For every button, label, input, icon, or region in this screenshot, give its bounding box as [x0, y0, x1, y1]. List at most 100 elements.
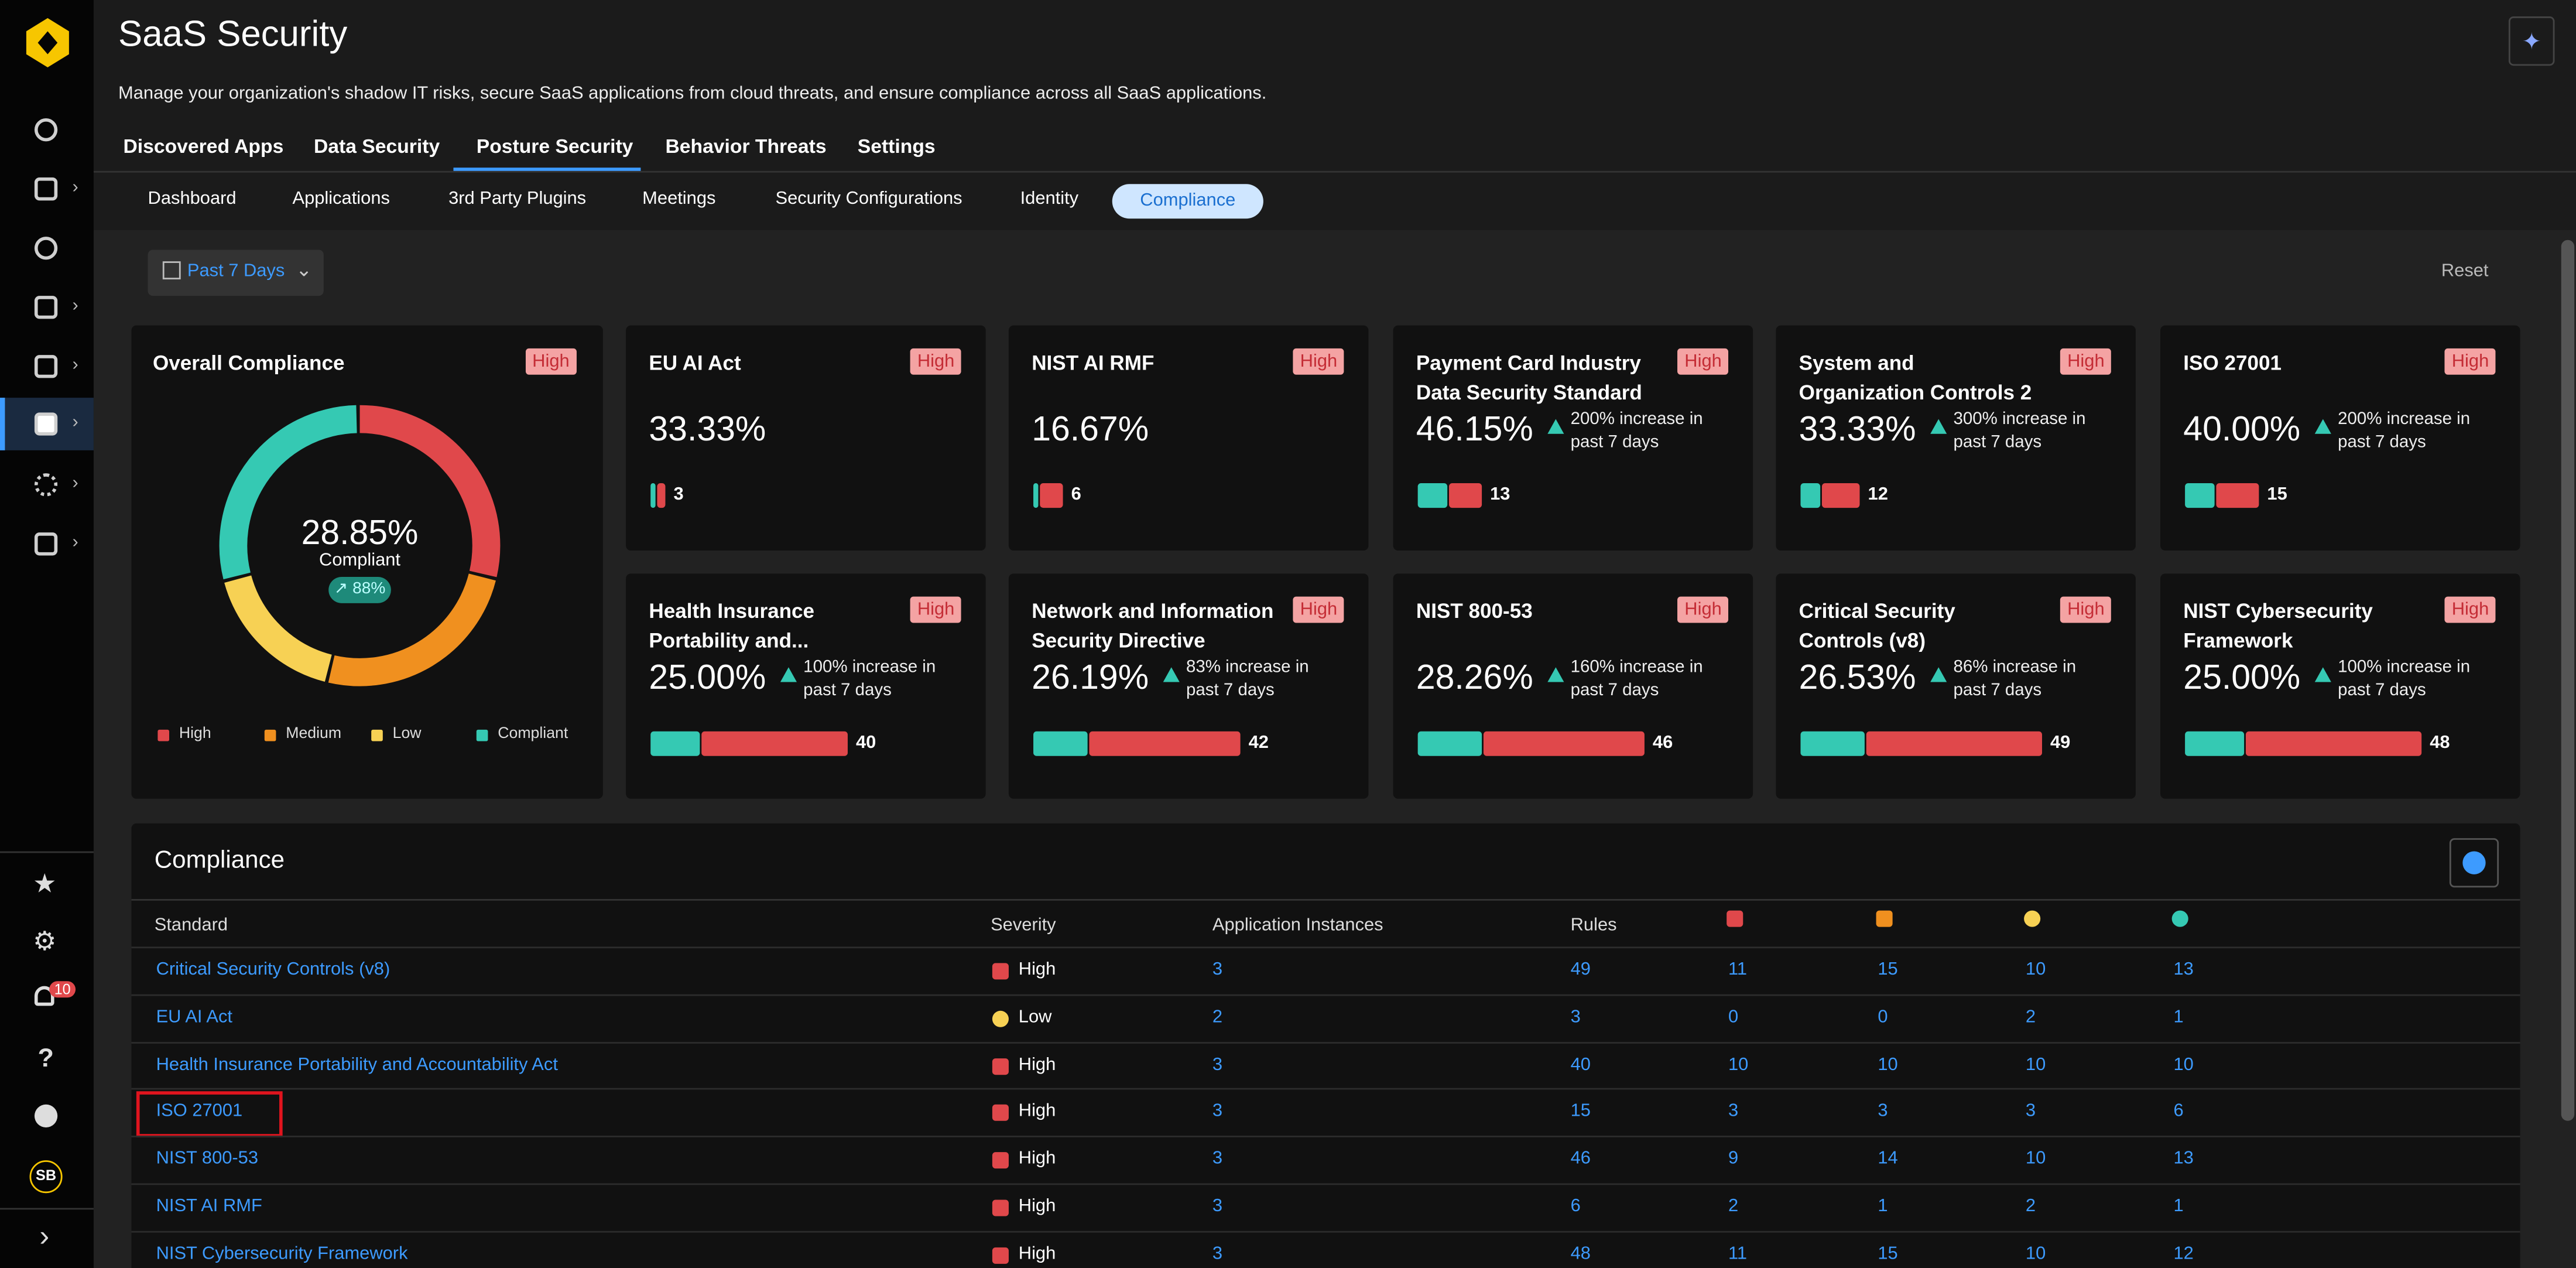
cell-link[interactable]: 2	[1728, 1196, 1739, 1216]
nav-icon[interactable]	[34, 412, 58, 436]
tab[interactable]: Behavior Threats	[665, 135, 827, 158]
compliance-card[interactable]: Health Insurance Portability and... High 2…	[626, 573, 986, 799]
cell-link[interactable]: 10	[2173, 1054, 2194, 1075]
cell-link[interactable]: 13	[2173, 1149, 2194, 1169]
cell-link[interactable]: 3	[1728, 1102, 1739, 1122]
standard-link[interactable]: Critical Security Controls (v8)	[156, 959, 390, 980]
subtab[interactable]: Meetings	[642, 189, 716, 209]
nav-icon[interactable]	[34, 473, 58, 497]
favorites-icon[interactable]: ★	[33, 871, 57, 899]
compliance-card[interactable]: Critical Security Controls (v8) High 26.53…	[1776, 573, 2136, 799]
cell-link[interactable]: 3	[1212, 1102, 1223, 1122]
cell-link[interactable]: 12	[2173, 1243, 2194, 1264]
subtab[interactable]: Applications	[292, 189, 390, 209]
cell-link[interactable]: 13	[2173, 959, 2194, 980]
cell-link[interactable]: 48	[1570, 1243, 1591, 1264]
compliance-card[interactable]: NIST 800-53 High 28.26% 160% increase in pa…	[1393, 573, 1753, 799]
compliance-card[interactable]: ISO 27001 High 40.00% 200% increase in past…	[2160, 325, 2520, 551]
standard-link[interactable]: NIST AI RMF	[156, 1196, 262, 1216]
severity-text: High	[1018, 1196, 1056, 1216]
help-icon[interactable]: ?	[37, 1045, 54, 1074]
cell-link[interactable]: 3	[1212, 1196, 1223, 1216]
change-text: 100% increase in past 7 days	[803, 657, 936, 700]
ai-button[interactable]: ✦	[2508, 16, 2555, 66]
cell-link[interactable]: 3	[1212, 1243, 1223, 1264]
subtab[interactable]: 3rd Party Plugins	[448, 189, 587, 209]
tab[interactable]: Settings	[857, 135, 936, 158]
cell-link[interactable]: 10	[2025, 1149, 2046, 1169]
scrollbar[interactable]	[2561, 240, 2575, 1121]
severity-badge: High	[2445, 348, 2496, 375]
column-header[interactable]: Application Instances	[1212, 915, 1383, 935]
cell-link[interactable]: 2	[2025, 1007, 2036, 1027]
cell-link[interactable]: 10	[2025, 1054, 2046, 1075]
standard-link[interactable]: NIST Cybersecurity Framework	[156, 1243, 408, 1264]
standard-link[interactable]: Health Insurance Portability and Account…	[156, 1054, 558, 1075]
cell-link[interactable]: 1	[2173, 1196, 2184, 1216]
standard-link[interactable]: ISO 27001	[156, 1102, 243, 1122]
compliance-card[interactable]: Payment Card Industry Data Security Stan…	[1393, 325, 1753, 551]
cell-link[interactable]: 6	[1570, 1196, 1581, 1216]
cell-link[interactable]: 3	[1878, 1102, 1888, 1122]
cell-link[interactable]: 49	[1570, 959, 1591, 980]
nav-icon[interactable]	[34, 355, 58, 378]
compliance-card[interactable]: NIST AI RMF High 16.67% 6	[1008, 325, 1369, 551]
cell-link[interactable]: 11	[1728, 959, 1748, 980]
nav-icon[interactable]	[34, 296, 58, 319]
column-header[interactable]: Rules	[1570, 915, 1617, 935]
date-filter[interactable]: Past 7 Days ⌄	[148, 250, 324, 296]
cell-link[interactable]: 46	[1570, 1149, 1591, 1169]
cell-link[interactable]: 14	[1878, 1149, 1898, 1169]
cell-link[interactable]: 3	[2025, 1102, 2036, 1122]
subtab[interactable]: Compliance	[1112, 184, 1263, 219]
cell-link[interactable]: 3	[1212, 959, 1223, 980]
bar-compliant	[1417, 483, 1448, 508]
compliance-card[interactable]: NIST Cybersecurity Framework High 25.00% 10…	[2160, 573, 2520, 799]
cell-link[interactable]: 0	[1878, 1007, 1888, 1027]
cell-link[interactable]: 10	[2025, 959, 2046, 980]
cell-link[interactable]: 15	[1878, 1243, 1898, 1264]
tab[interactable]: Data Security	[313, 135, 440, 158]
cell-link[interactable]: 10	[1728, 1054, 1749, 1075]
cell-link[interactable]: 2	[1212, 1007, 1223, 1027]
column-header[interactable]: Severity	[991, 915, 1056, 935]
subtab[interactable]: Identity	[1020, 189, 1079, 209]
cell-link[interactable]: 3	[1570, 1007, 1581, 1027]
cell-link[interactable]: 6	[2173, 1102, 2184, 1122]
compliance-card[interactable]: EU AI Act High 33.33% 3	[626, 325, 986, 551]
compliance-card[interactable]: Network and Information Security Directi…	[1008, 573, 1369, 799]
cell-link[interactable]: 3	[1212, 1054, 1223, 1075]
cell-link[interactable]: 10	[1878, 1054, 1898, 1075]
download-button[interactable]	[2449, 838, 2499, 888]
tab[interactable]: Posture Security	[476, 135, 633, 158]
compliance-card[interactable]: System and Organization Controls 2 High 33…	[1776, 325, 2136, 551]
tab[interactable]: Discovered Apps	[123, 135, 284, 158]
standard-link[interactable]: NIST 800-53	[156, 1149, 259, 1169]
nav-icon[interactable]	[34, 532, 58, 556]
nav-icon[interactable]	[34, 237, 58, 260]
reset-button[interactable]: Reset	[2441, 261, 2489, 281]
cell-link[interactable]: 0	[1728, 1007, 1739, 1027]
cell-link[interactable]: 1	[2173, 1007, 2184, 1027]
nav-icon[interactable]	[34, 118, 58, 142]
cell-link[interactable]: 2	[2025, 1196, 2036, 1216]
expand-icon[interactable]: ›	[39, 1219, 50, 1253]
cell-link[interactable]: 1	[1878, 1196, 1888, 1216]
avatar[interactable]: SB	[29, 1160, 63, 1194]
cell-link[interactable]: 15	[1570, 1102, 1591, 1122]
cell-link[interactable]: 9	[1728, 1149, 1739, 1169]
settings-icon[interactable]: ⚙	[33, 928, 57, 957]
user-icon[interactable]	[34, 1104, 58, 1127]
change-arrow	[2314, 419, 2331, 434]
cell-link[interactable]: 10	[2025, 1243, 2046, 1264]
subtab[interactable]: Security Configurations	[775, 189, 962, 209]
column-header[interactable]: Standard	[154, 915, 228, 935]
cell-link[interactable]: 11	[1728, 1243, 1748, 1264]
cell-link[interactable]: 15	[1878, 959, 1898, 980]
cell-link[interactable]: 40	[1570, 1054, 1591, 1075]
subtab[interactable]: Dashboard	[148, 189, 237, 209]
cell-link[interactable]: 3	[1212, 1149, 1223, 1169]
standard-link[interactable]: EU AI Act	[156, 1007, 232, 1027]
bar-compliant	[650, 731, 700, 756]
nav-icon[interactable]	[34, 177, 58, 201]
